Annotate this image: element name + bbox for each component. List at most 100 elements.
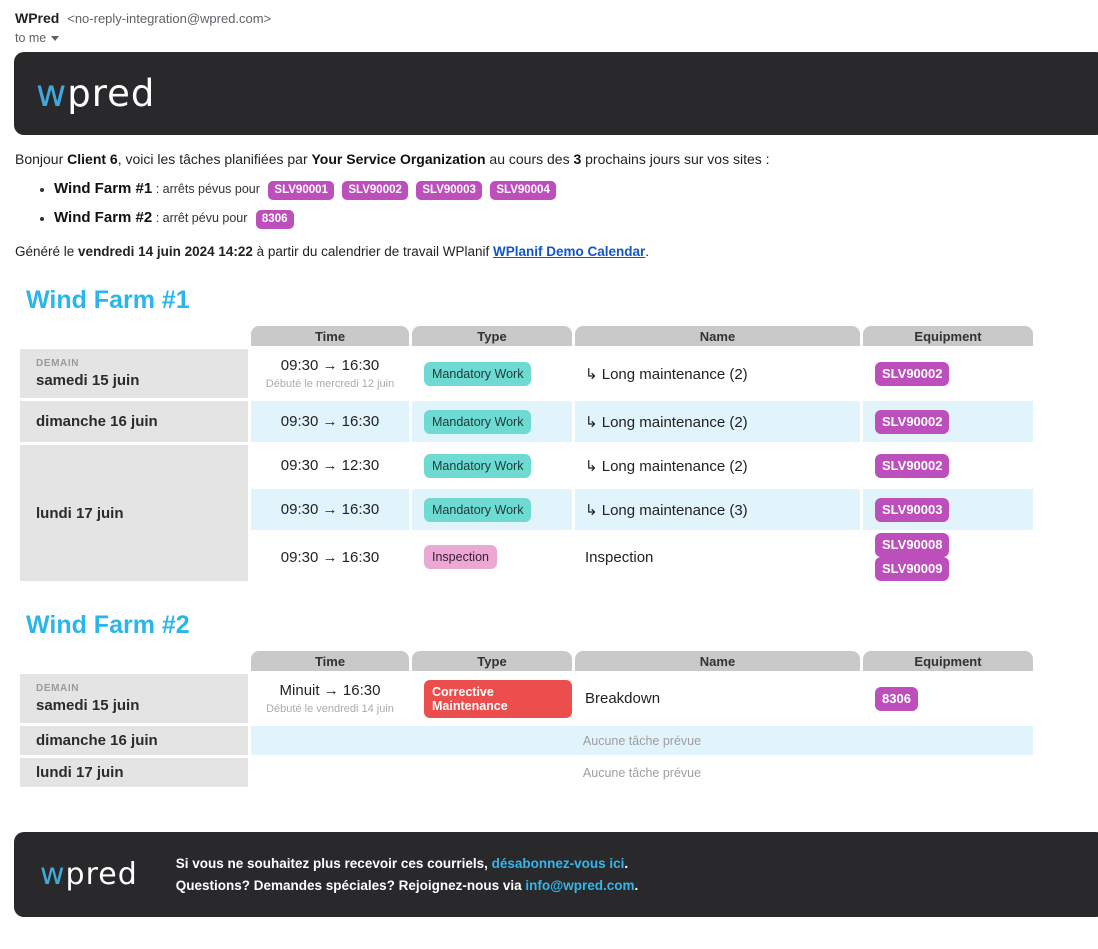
brand-banner: wpred — [14, 52, 1098, 135]
col-header-type: Type — [412, 651, 572, 671]
client-name: Client 6 — [67, 151, 118, 167]
no-task-cell: Aucune tâche prévue — [582, 765, 702, 780]
time-note: Débuté le vendredi 14 juin — [266, 703, 394, 715]
calendar-link[interactable]: WPlanif Demo Calendar — [493, 244, 646, 259]
table-row: 09:30 → 16:30 Mandatory Work ↳ Long main… — [20, 489, 1033, 530]
greeting-part: Bonjour — [15, 151, 68, 167]
col-header-equipment: Equipment — [863, 326, 1033, 346]
col-header-equipment: Equipment — [863, 651, 1033, 671]
time-range: 09:30 → 16:30 — [280, 357, 380, 374]
contact-email-link[interactable]: info@wpred.com — [525, 877, 635, 893]
time-cell: 09:30 → 16:30 Débuté le mercredi 12 juin — [251, 349, 409, 398]
site-item-1: Wind Farm #1 : arrêts pévus pour SLV9000… — [54, 180, 1098, 200]
site-text: : arrêts pévus pour — [152, 182, 260, 196]
col-header-name: Name — [575, 326, 860, 346]
farm1-heading: Wind Farm #1 — [26, 286, 190, 314]
type-badge: Inspection — [424, 545, 497, 569]
table-row: dimanche 16 juin Aucune tâche prévue — [20, 726, 1033, 755]
sites-list: Wind Farm #1 : arrêts pévus pour SLV9000… — [40, 180, 1098, 229]
name-cell: Breakdown — [585, 690, 661, 707]
equipment-cell: 8306 — [863, 674, 1033, 723]
name-cell: Inspection — [585, 548, 654, 566]
farm2-header-row: Time Type Name Equipment — [20, 651, 1033, 671]
table-row: DEMAIN samedi 15 juin Minuit → 16:30 Déb… — [20, 674, 1033, 723]
farm1-header-row: Time Type Name Equipment — [20, 326, 1033, 346]
days-count: 3 — [573, 151, 582, 167]
footer-text: Si vous ne souhaitez plus recevoir ces c… — [176, 853, 639, 896]
email-footer: wpred Si vous ne souhaitez plus recevoir… — [14, 832, 1098, 917]
equipment-badge: SLV90003 — [875, 497, 950, 522]
day-cell: dimanche 16 juin — [20, 726, 248, 755]
logo-w: w — [40, 857, 66, 892]
message-header: WPred <no-reply-integration@wpred.com> t… — [0, 0, 1098, 45]
header-spacer — [20, 651, 248, 671]
equipment-cell: SLV90002 — [863, 445, 1033, 486]
col-header-name: Name — [575, 651, 860, 671]
col-header-type: Type — [412, 326, 572, 346]
table-row: lundi 17 juin 09:30 → 12:30 Mandatory Wo… — [20, 445, 1033, 581]
day-label: samedi 15 juin — [36, 697, 140, 714]
equipment-badge: SLV90004 — [490, 181, 556, 200]
sender-email: <no-reply-integration@wpred.com> — [67, 11, 272, 26]
generated-part: à partir du calendrier de travail WPlani… — [252, 244, 493, 259]
wpred-footer-logo: wpred — [40, 857, 138, 892]
type-badge: Mandatory Work — [424, 361, 532, 386]
day-cell: DEMAIN samedi 15 juin — [20, 349, 248, 398]
equipment-badge: SLV90002 — [875, 453, 950, 478]
type-badge: Corrective Maintenance — [424, 679, 572, 718]
site-item-2: Wind Farm #2 : arrêt pévu pour 8306 — [54, 209, 1098, 229]
type-cell: Mandatory Work — [412, 445, 572, 486]
footer-line-2: Questions? Demandes spéciales? Rejoignez… — [176, 875, 639, 897]
farm1-table: Time Type Name Equipment DEMAIN samedi 1… — [17, 323, 1036, 584]
day-cell: dimanche 16 juin — [20, 401, 248, 442]
greeting-part: , voici les tâches planifiées par — [117, 151, 312, 167]
farm2-heading: Wind Farm #2 — [26, 611, 190, 639]
org-name: Your Service Organization — [311, 151, 486, 167]
time-cell: 09:30 → 16:30 — [280, 548, 380, 566]
logo-pred: pred — [67, 72, 156, 115]
recipient-label: to me — [15, 31, 47, 45]
unsubscribe-link[interactable]: désabonnez-vous ici — [491, 855, 625, 871]
no-task-cell: Aucune tâche prévue — [251, 726, 1033, 755]
equipment-cell: SLV90003 — [863, 489, 1033, 530]
equipment-badge: 8306 — [875, 686, 918, 711]
col-header-time: Time — [251, 326, 409, 346]
name-cell: ↳ Long maintenance (2) — [575, 401, 860, 442]
time-note: Débuté le mercredi 12 juin — [265, 378, 395, 390]
time-range: Minuit → 16:30 — [279, 682, 381, 699]
greeting-part: au cours des — [485, 151, 574, 167]
footer-part: Questions? Demandes spéciales? Rejoignez… — [175, 877, 526, 893]
equipment-cell: SLV90008SLV90009 — [863, 533, 1033, 581]
name-cell: ↳ Long maintenance (2) — [585, 365, 748, 383]
type-cell: Mandatory Work — [412, 349, 572, 398]
greeting-text: Bonjour Client 6, voici les tâches plani… — [15, 151, 1098, 167]
equipment-badge: 8306 — [255, 210, 294, 229]
type-badge: Mandatory Work — [424, 497, 532, 522]
generated-datetime: vendredi 14 juin 2024 14:22 — [78, 244, 253, 259]
equipment-badge: SLV90001 — [268, 181, 334, 200]
type-badge: Mandatory Work — [424, 453, 532, 478]
recipient-dropdown[interactable]: to me — [15, 31, 85, 45]
equipment-badge: SLV90003 — [416, 181, 482, 200]
wpred-logo: wpred — [36, 72, 155, 115]
logo-pred: pred — [65, 857, 138, 892]
table-row: dimanche 16 juin 09:30 → 16:30 Mandatory… — [20, 401, 1033, 442]
tomorrow-tag: DEMAIN — [36, 683, 80, 694]
equipment-badge: SLV90002 — [875, 409, 950, 434]
type-cell: Mandatory Work — [412, 401, 572, 442]
equipment-badge: SLV90002 — [342, 181, 408, 200]
equipment-badge: SLV90008 — [875, 533, 950, 557]
generated-part: Généré le — [15, 244, 79, 259]
chevron-down-icon — [51, 35, 60, 41]
type-cell: Mandatory Work — [412, 489, 572, 530]
generated-part: . — [645, 244, 650, 259]
equipment-badge: SLV90009 — [875, 557, 950, 581]
sender-name: WPred — [15, 10, 60, 26]
time-cell: 09:30 → 16:30 — [251, 401, 409, 442]
type-badge: Mandatory Work — [424, 409, 532, 434]
day-label: samedi 15 juin — [36, 372, 140, 389]
logo-w: w — [36, 72, 68, 115]
site-name: Wind Farm #1 — [54, 180, 153, 197]
day-cell: DEMAIN samedi 15 juin — [20, 674, 248, 723]
table-row: lundi 17 juin Aucune tâche prévue — [20, 758, 1033, 787]
